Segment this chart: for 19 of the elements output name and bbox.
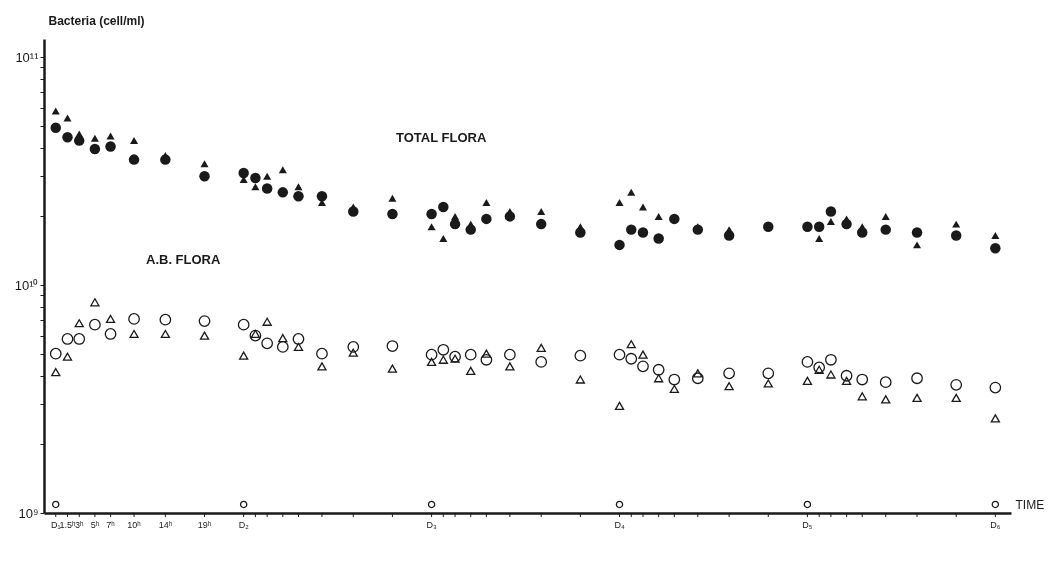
x-tick-label: D₁ xyxy=(50,520,61,530)
x-tick-label: D₃ xyxy=(426,520,437,530)
x-tick-label: 7ʰ xyxy=(106,520,116,530)
y-tick-label: 10¹¹ xyxy=(15,49,40,65)
x-tick-label: 10ʰ xyxy=(127,520,142,530)
x-tick-label: 19ʰ xyxy=(197,520,212,530)
x-tick-label: 14ʰ xyxy=(158,520,173,530)
annotation: A.B. FLORA xyxy=(146,252,221,267)
y-axis-title: Bacteria (cell/ml) xyxy=(48,13,145,28)
x-axis-title: TIME xyxy=(1015,497,1045,512)
y-tick-label: 10⁹ xyxy=(18,505,39,521)
x-tick-label: D₂ xyxy=(238,520,250,530)
x-tick-label: 3ʰ xyxy=(75,520,85,530)
x-tick-label: 5ʰ xyxy=(90,520,100,530)
y-tick-label: 10¹⁰ xyxy=(14,277,39,293)
x-tick-label: D₅ xyxy=(802,520,813,530)
annotation: TOTAL FLORA xyxy=(396,130,487,145)
x-tick-label: D₄ xyxy=(614,520,625,530)
x-tick-label: D₆ xyxy=(990,520,1001,530)
